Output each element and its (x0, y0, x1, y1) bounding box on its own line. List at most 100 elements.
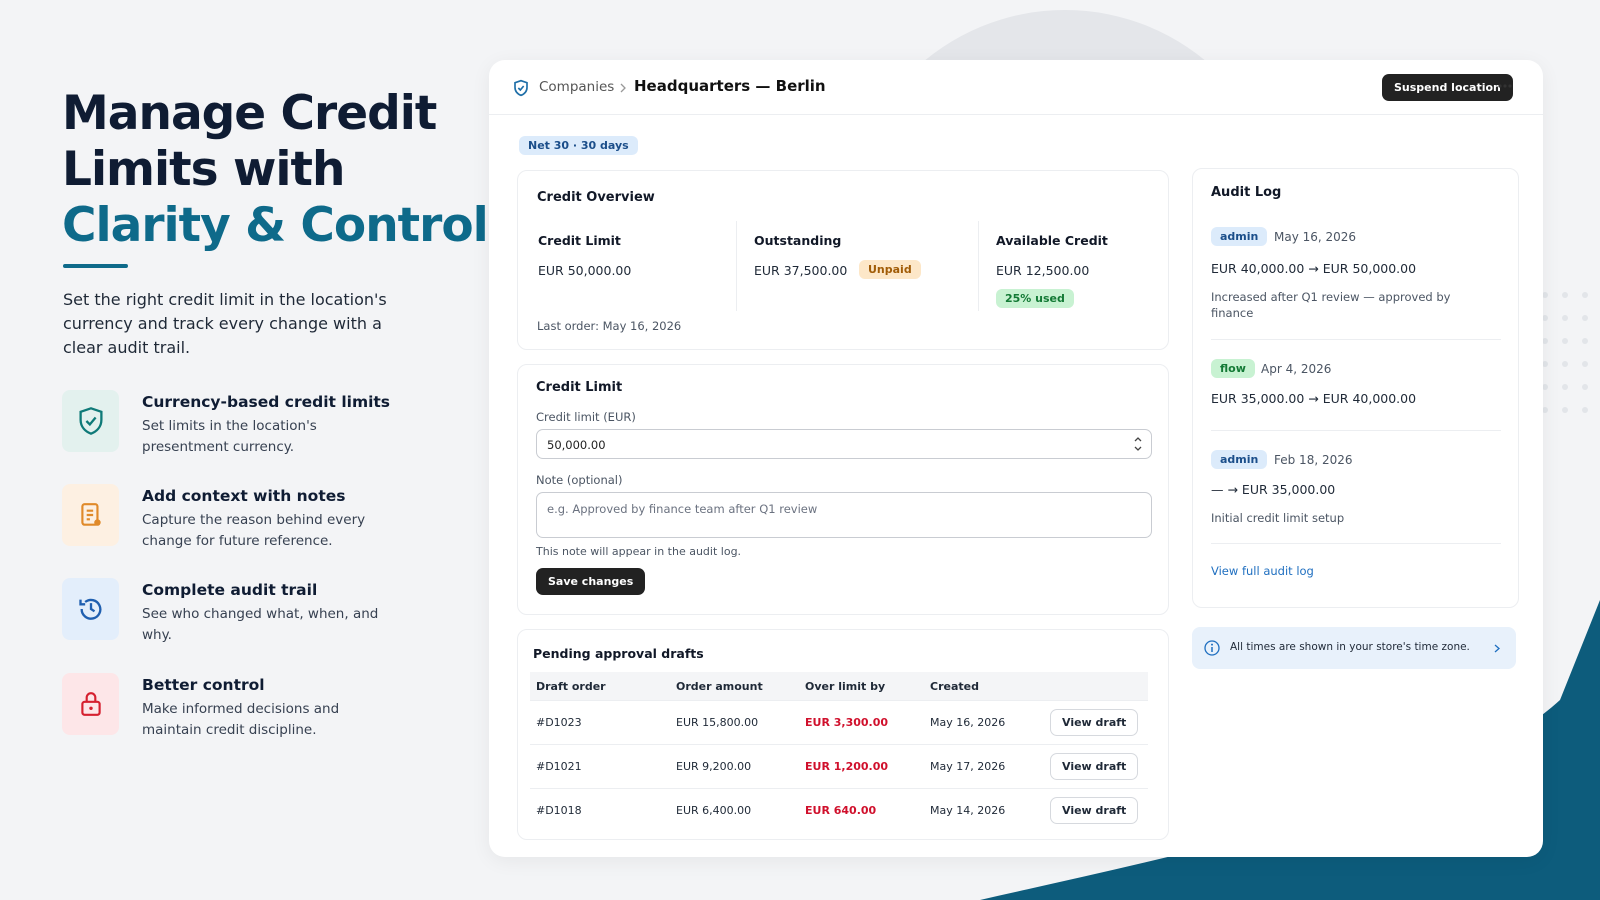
field-label: Note (optional) (536, 473, 623, 487)
note-input[interactable]: e.g. Approved by finance team after Q1 r… (536, 492, 1152, 538)
app-window: Companies Headquarters — Berlin Suspend … (489, 60, 1543, 857)
cell: EUR 640.00 (805, 804, 877, 817)
placeholder: e.g. Approved by finance team after Q1 r… (547, 502, 818, 516)
cell: EUR 1,200.00 (805, 760, 889, 773)
breadcrumb-separator (620, 83, 626, 93)
divider (736, 221, 737, 311)
feature-icon (62, 484, 119, 546)
entry-change: EUR 40,000.00 → EUR 50,000.00 (1211, 261, 1417, 276)
stat-label: Outstanding (754, 233, 842, 248)
stat-value: EUR 12,500.00 (996, 263, 1090, 278)
column-header: Draft order (536, 680, 606, 693)
divider (1211, 430, 1501, 431)
stat-label: Credit Limit (538, 233, 621, 248)
view-draft-button[interactable]: View draft (1050, 709, 1139, 736)
usage-badge: 25% used (996, 289, 1074, 308)
view-draft-button[interactable]: View draft (1050, 753, 1139, 780)
divider (978, 221, 979, 311)
entry-note: Increased after Q1 review — approved by … (1211, 290, 1451, 320)
feature: Complete audit trail See who changed wha… (62, 578, 442, 643)
breadcrumb-link[interactable]: Companies (539, 79, 615, 95)
cell: May 16, 2026 (930, 716, 1006, 729)
help-text: This note will appear in the audit log. (536, 545, 742, 558)
divider (1211, 543, 1501, 544)
title-line: Limits with (62, 142, 345, 197)
timezone-notice: All times are shown in your store's time… (1192, 627, 1516, 669)
column-header: Order amount (676, 680, 763, 693)
notice-text: All times are shown in your store's time… (1230, 641, 1470, 653)
view-draft-button[interactable]: View draft (1050, 797, 1139, 824)
cell: EUR 3,300.00 (805, 716, 889, 729)
credit-limit-input[interactable]: 50,000.00 (536, 429, 1152, 459)
last-order: Last order: May 16, 2026 (537, 319, 682, 333)
section-title: Credit Limit (536, 380, 623, 395)
field-label: Credit limit (EUR) (536, 410, 636, 424)
feature-icon (62, 390, 119, 452)
info-icon (1204, 640, 1220, 656)
cell: EUR 9,200.00 (676, 760, 752, 773)
column-header: Over limit by (805, 680, 886, 693)
stat-label: Available Credit (996, 233, 1108, 248)
table-row: #D1021 EUR 9,200.00 EUR 1,200.00 May 17,… (530, 744, 1148, 788)
feature-text: Set limits in the location's presentment… (142, 418, 317, 455)
cell: EUR 15,800.00 (676, 716, 759, 729)
divider (1211, 339, 1501, 340)
feature-icon (62, 578, 119, 640)
feature-title: Add context with notes (142, 487, 346, 505)
credit-overview: Credit Overview Credit Limit EUR 50,000.… (517, 170, 1169, 350)
column-header: Created (930, 680, 979, 693)
hero-title: Manage Credit Limits with Clarity & Cont… (62, 86, 489, 254)
cell: #D1018 (536, 804, 582, 817)
actor-badge: admin (1211, 450, 1268, 469)
table-header: Draft order Order amount Over limit by C… (530, 672, 1148, 700)
credit-limit-form: Credit Limit Credit limit (EUR) 50,000.0… (517, 364, 1169, 615)
app-logo (514, 79, 528, 97)
feature-icon (62, 673, 119, 735)
hero-description: Set the right credit limit in the locati… (63, 290, 387, 357)
feature: Better control Make informed decisions a… (62, 673, 442, 738)
stat-value: EUR 37,500.00 (754, 263, 848, 278)
cell: EUR 6,400.00 (676, 804, 752, 817)
save-button[interactable]: Save changes (536, 568, 646, 595)
cell: May 17, 2026 (930, 760, 1006, 773)
entry-note: Initial credit limit setup (1211, 511, 1345, 525)
actor-badge: flow (1211, 359, 1255, 378)
cell: #D1021 (536, 760, 582, 773)
section-title: Audit Log (1211, 185, 1282, 200)
notice-chevron[interactable] (1494, 644, 1500, 653)
title-underline (63, 264, 128, 268)
feature: Add context with notes Capture the reaso… (62, 484, 442, 549)
feature-text: Capture the reason behind every change f… (142, 512, 366, 549)
table-row: #D1018 EUR 6,400.00 EUR 640.00 May 14, 2… (530, 788, 1148, 832)
feature: Currency-based credit limits Set limits … (62, 390, 442, 455)
entry-change: — → EUR 35,000.00 (1211, 482, 1336, 497)
title-highlight: Clarity & Control (62, 198, 489, 253)
status-badge: Unpaid (859, 260, 921, 279)
entry-date: May 16, 2026 (1274, 230, 1357, 244)
terms-badge: Net 30 · 30 days (519, 136, 638, 155)
view-full-log-link[interactable]: View full audit log (1211, 564, 1314, 578)
audit-log: Audit Log admin May 16, 2026 EUR 40,000.… (1192, 168, 1519, 608)
stat-value: EUR 50,000.00 (538, 263, 632, 278)
more-menu[interactable] (1497, 81, 1513, 91)
entry-date: Apr 4, 2026 (1261, 362, 1332, 376)
stepper[interactable] (1133, 435, 1143, 453)
app-header: Companies Headquarters — Berlin Suspend … (489, 60, 1543, 115)
cell: #D1023 (536, 716, 582, 729)
table-row: #D1023 EUR 15,800.00 EUR 3,300.00 May 16… (530, 700, 1148, 744)
entry-change: EUR 35,000.00 → EUR 40,000.00 (1211, 391, 1417, 406)
cell: May 14, 2026 (930, 804, 1006, 817)
feature-text: See who changed what, when, and why. (142, 606, 379, 643)
section-title: Credit Overview (537, 190, 655, 205)
actor-badge: admin (1211, 227, 1268, 246)
feature-title: Complete audit trail (142, 581, 318, 599)
entry-date: Feb 18, 2026 (1274, 453, 1353, 467)
feature-title: Currency-based credit limits (142, 393, 391, 411)
breadcrumb-current: Headquarters — Berlin (634, 77, 826, 95)
pending-drafts: Pending approval drafts Draft order Orde… (517, 629, 1169, 840)
input-value: 50,000.00 (547, 438, 606, 452)
suspend-button[interactable]: Suspend location (1382, 74, 1513, 101)
title-line: Manage Credit (62, 86, 437, 141)
feature-title: Better control (142, 676, 265, 694)
